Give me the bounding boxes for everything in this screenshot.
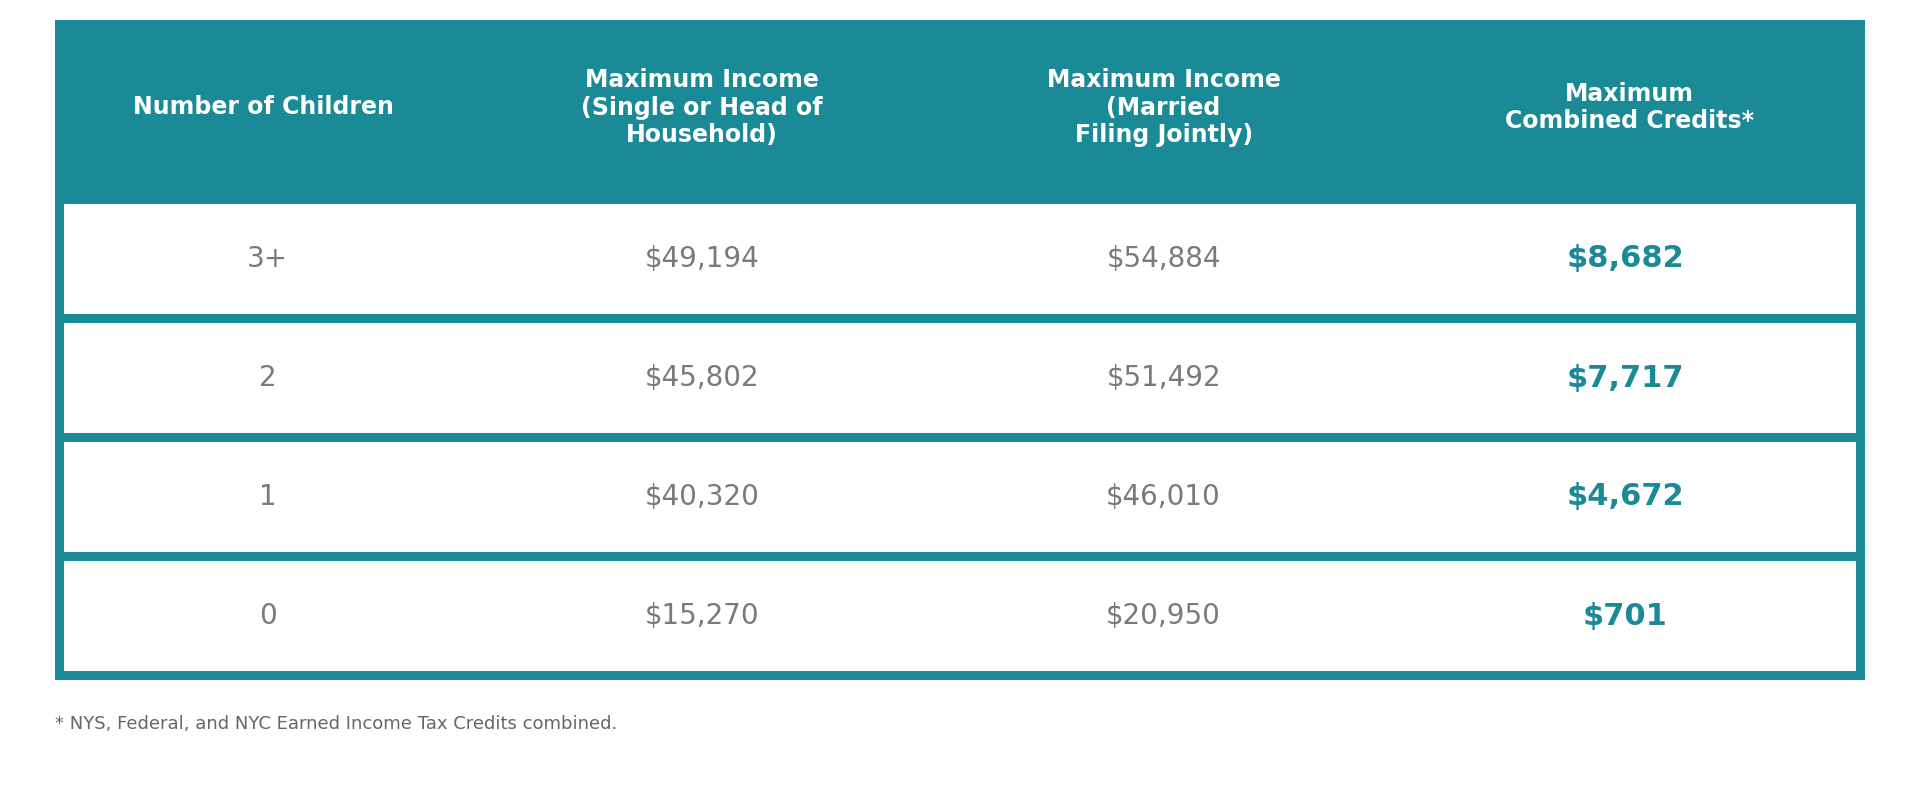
Text: 3+: 3+ xyxy=(248,245,288,273)
Text: 2: 2 xyxy=(259,364,276,392)
Text: Maximum Income
(Single or Head of
Household): Maximum Income (Single or Head of Househ… xyxy=(582,67,824,147)
Bar xyxy=(63,442,470,552)
Bar xyxy=(933,561,1394,671)
Text: $4,672: $4,672 xyxy=(1567,482,1684,512)
Bar xyxy=(63,204,470,314)
Text: * NYS, Federal, and NYC Earned Income Tax Credits combined.: * NYS, Federal, and NYC Earned Income Ta… xyxy=(56,715,616,733)
Text: $8,682: $8,682 xyxy=(1567,245,1684,273)
Text: $54,884: $54,884 xyxy=(1106,245,1221,273)
Bar xyxy=(933,204,1394,314)
Text: $49,194: $49,194 xyxy=(645,245,760,273)
Text: $7,717: $7,717 xyxy=(1567,364,1684,393)
Text: 1: 1 xyxy=(259,483,276,511)
Bar xyxy=(56,20,1864,680)
Text: $701: $701 xyxy=(1582,601,1668,630)
Bar xyxy=(470,442,933,552)
Bar xyxy=(470,204,933,314)
Bar xyxy=(1394,442,1857,552)
Text: $15,270: $15,270 xyxy=(645,602,760,630)
Text: Maximum Income
(Married
Filing Jointly): Maximum Income (Married Filing Jointly) xyxy=(1046,67,1281,147)
Text: $20,950: $20,950 xyxy=(1106,602,1221,630)
Bar xyxy=(933,442,1394,552)
Bar xyxy=(470,561,933,671)
Bar xyxy=(933,323,1394,433)
Text: 0: 0 xyxy=(259,602,276,630)
Text: Maximum
Combined Credits*: Maximum Combined Credits* xyxy=(1505,82,1755,133)
Text: $46,010: $46,010 xyxy=(1106,483,1221,511)
Bar xyxy=(63,323,470,433)
Text: $45,802: $45,802 xyxy=(645,364,760,392)
Bar xyxy=(470,323,933,433)
Text: $40,320: $40,320 xyxy=(645,483,760,511)
Bar xyxy=(1394,323,1857,433)
Text: Number of Children: Number of Children xyxy=(132,96,394,120)
Text: $51,492: $51,492 xyxy=(1106,364,1221,392)
Bar xyxy=(1394,204,1857,314)
Bar xyxy=(1394,561,1857,671)
Bar xyxy=(63,561,470,671)
